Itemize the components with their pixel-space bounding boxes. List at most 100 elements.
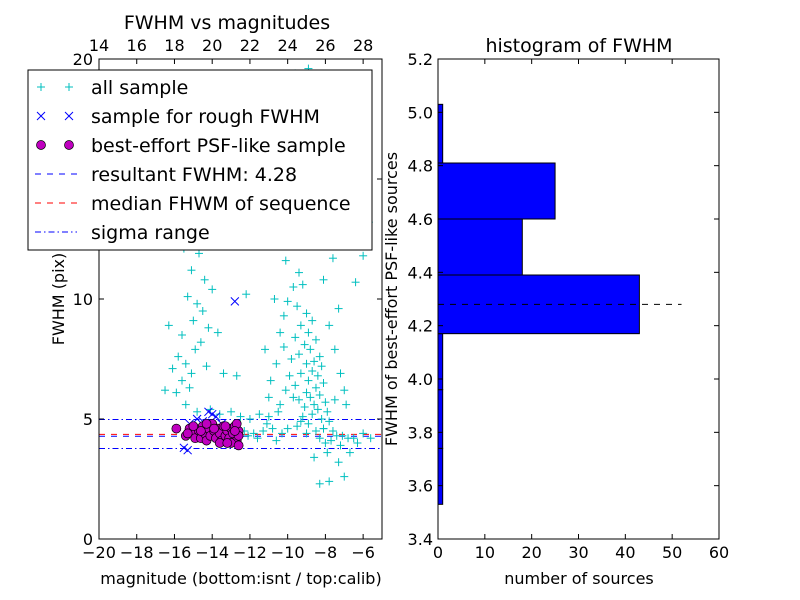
point-plus-151 [351,278,360,287]
point-plus-40 [227,407,236,416]
y-tick-label: 4.0 [408,370,433,389]
y-tick-label: 5.0 [408,103,433,122]
legend-marker [65,83,73,91]
point-plus-53 [253,434,262,443]
point-plus-6 [194,249,203,258]
legend-label: sigma range [91,222,210,244]
point-plus-136 [261,345,270,354]
point-plus-116 [334,458,343,467]
point-plus-161 [319,424,328,433]
point-plus-100 [328,427,337,435]
legend-marker [64,111,74,121]
point-circle-35 [188,421,199,432]
point-plus-27 [168,364,177,373]
point-plus-41 [236,412,245,421]
point-plus-7 [187,266,196,275]
point-plus-71 [306,345,315,354]
x-tick-label: −20 [82,543,116,562]
point-plus-82 [291,381,300,390]
point-plus-36 [181,400,190,409]
point-plus-115 [310,453,319,462]
point-plus-65 [308,316,317,325]
x-tick-label: 30 [568,543,588,562]
point-plus-96 [325,417,334,426]
top-tick-label: 22 [240,36,260,55]
point-plus-112 [359,429,368,438]
point-plus-154 [287,355,296,363]
legend-label: sample for rough FWHM [91,106,320,128]
legend-label: best-effort PSF-like sample [91,135,346,157]
point-plus-153 [279,343,288,351]
point-plus-9 [208,285,217,294]
point-x-5 [204,407,213,417]
point-plus-12 [198,307,207,315]
y-tick-label: 5.2 [408,50,433,69]
point-plus-50 [278,429,287,438]
point-plus-74 [310,357,319,366]
point-plus-46 [268,424,277,433]
point-plus-73 [315,352,324,361]
point-plus-101 [311,427,320,435]
point-plus-132 [340,386,349,395]
point-x-17 [230,297,240,306]
point-plus-87 [294,395,303,404]
point-plus-76 [317,362,326,371]
histogram-bar-6 [437,103,444,164]
point-plus-20 [191,345,200,354]
y-tick-label: 0 [83,530,93,549]
y-tick-label: 3.6 [408,477,433,496]
legend-label: all sample [91,77,188,99]
point-plus-44 [264,412,273,421]
point-plus-126 [328,254,337,263]
point-plus-95 [317,415,326,423]
point-plus-139 [270,295,279,303]
point-plus-113 [366,434,375,443]
top-tick-label: 26 [315,36,335,55]
histogram-bar-4 [437,218,523,276]
point-plus-159 [264,393,273,402]
point-plus-98 [293,422,302,431]
point-plus-127 [319,275,328,284]
point-plus-162 [330,395,339,404]
y-tick-label: 4.6 [408,210,433,229]
point-plus-22 [202,362,211,371]
point-plus-105 [338,431,347,440]
scatter-xlabel: magnitude (bottom:isnt / top:calib) [100,569,381,588]
point-plus-104 [315,434,324,443]
legend-box [27,69,373,251]
point-plus-128 [334,304,343,313]
point-plus-52 [262,419,271,428]
point-plus-11 [193,299,202,308]
legend-marker [36,111,46,121]
point-plus-69 [311,335,320,344]
point-plus-62 [283,297,292,306]
point-plus-51 [283,424,292,433]
point-plus-37 [193,407,202,416]
legend-item-3: resultant FWHM: 4.28 [35,164,297,186]
y-tick-label: 4.4 [408,263,433,282]
point-plus-29 [232,371,241,380]
point-plus-39 [215,410,224,419]
point-plus-60 [289,283,298,291]
y-tick-label: 20 [73,50,93,69]
scatter-ticks: −20 −18 −16 −14 −12 −10 −8 −6 14 16 18 20 22 24 26 28 0 5… [73,36,382,562]
x-tick-label: −14 [195,543,229,562]
legend-marker [37,83,45,91]
point-plus-138 [279,311,288,320]
point-plus-21 [187,369,196,378]
x-tick-label: −6 [351,543,375,562]
histogram-ylabel: FWHM of best-effort PSF-like sources [382,152,401,446]
point-plus-107 [327,436,336,445]
histogram-ticks: 0 10 20 30 40 50 60 3.4 3.6 3.8 4.0 4.2 4.4 4.6 4.8 5.0… [408,50,730,562]
top-tick-label: 24 [277,36,297,55]
point-plus-45 [274,407,283,416]
point-plus-156 [281,386,290,395]
point-plus-155 [285,371,294,380]
legend-label: median FHWM of sequence [91,193,351,215]
point-plus-158 [276,400,285,409]
point-plus-30 [242,290,251,299]
point-plus-67 [304,328,313,337]
point-plus-48 [249,429,258,438]
point-plus-81 [319,379,328,387]
scatter-panel: FWHM vs magnitudes −20 −18 −16 −14 −12 −10 −8−… [27,12,383,588]
